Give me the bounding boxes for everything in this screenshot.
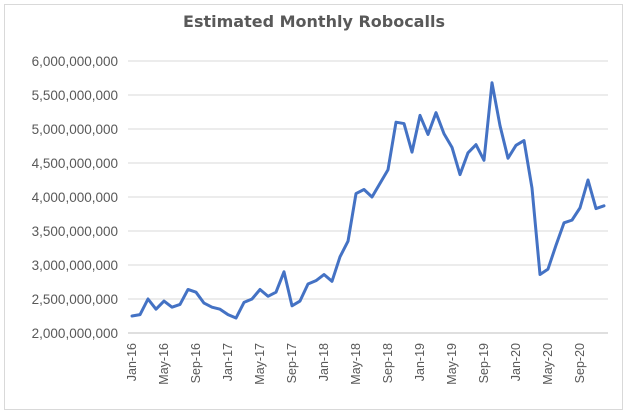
x-tick-label: Jan-16 (125, 343, 139, 381)
x-tick-label: Sep-18 (381, 343, 395, 383)
data-point (563, 222, 565, 224)
x-tick-label: May-16 (157, 343, 171, 385)
data-point (147, 298, 149, 300)
gridlines (128, 60, 608, 300)
x-tick-label: Jan-19 (413, 343, 427, 381)
y-tick-label: 6,000,000,000 (32, 54, 118, 69)
data-point (603, 205, 605, 207)
y-tick-label: 2,000,000,000 (32, 326, 118, 341)
data-point (531, 187, 533, 189)
x-tick-label: Sep-20 (573, 343, 587, 383)
data-point (187, 288, 189, 291)
data-point (499, 125, 501, 127)
data-point (291, 305, 293, 307)
x-tick-label: Jan-18 (317, 343, 331, 381)
x-tick-label: May-18 (349, 343, 363, 385)
data-point (355, 193, 357, 195)
data-point (139, 314, 141, 316)
data-point (283, 271, 285, 273)
x-axis-tick-labels: Jan-16 May-16 Sep-16 Jan-17 May-17 Sep-17 Jan-… (125, 343, 587, 385)
data-point (571, 219, 573, 221)
data-point (467, 152, 469, 154)
data-point (427, 133, 429, 136)
data-point (235, 317, 237, 319)
data-point (195, 291, 197, 293)
data-point (251, 298, 253, 300)
data-point (459, 173, 461, 176)
data-point (515, 144, 517, 146)
data-point (339, 256, 341, 258)
data-point (363, 188, 365, 191)
data-point (371, 196, 373, 198)
data-point (523, 139, 525, 142)
data-point (507, 157, 509, 159)
data-point (387, 169, 389, 171)
x-tick-label: May-19 (445, 343, 459, 385)
y-tick-label: 4,500,000,000 (32, 156, 118, 171)
y-tick-label: 4,000,000,000 (32, 190, 118, 205)
data-point (451, 146, 453, 148)
chart-title: Estimated Monthly Robocalls (183, 12, 445, 31)
data-point (419, 114, 421, 116)
data-point (243, 301, 245, 303)
data-point (171, 306, 173, 308)
data-point (299, 300, 301, 302)
data-point (539, 273, 541, 276)
y-tick-label: 5,000,000,000 (32, 122, 118, 137)
data-point (219, 308, 221, 310)
data-point (179, 303, 181, 306)
x-tick-label: Jan-20 (509, 343, 523, 381)
data-point (131, 315, 133, 317)
x-tick-label: Jan-17 (221, 343, 235, 381)
data-point (483, 159, 485, 161)
data-point (163, 300, 165, 302)
data-point (275, 291, 277, 293)
data-point (587, 179, 589, 181)
y-axis-tick-labels: 2,000,000,000 2,500,000,000 3,000,000,000 3… (32, 54, 118, 341)
x-tick-label: Sep-17 (285, 343, 299, 383)
data-point (227, 314, 229, 316)
data-point (435, 112, 437, 114)
data-point (155, 308, 157, 310)
data-point (403, 122, 405, 125)
data-point (579, 207, 581, 209)
data-point (411, 151, 413, 153)
data-point (555, 244, 557, 246)
y-tick-label: 5,500,000,000 (32, 88, 118, 103)
x-tick-label: Sep-16 (189, 343, 203, 383)
data-point (475, 144, 477, 146)
data-point (323, 273, 325, 276)
data-point (259, 288, 261, 291)
data-point (347, 240, 349, 242)
data-point (267, 295, 269, 297)
data-point (331, 280, 333, 282)
data-point (547, 268, 549, 270)
chart-frame (4, 4, 623, 410)
data-point (203, 302, 205, 304)
data-point (315, 280, 317, 282)
data-point (307, 283, 309, 285)
x-tick-label: May-17 (253, 343, 267, 385)
data-point (491, 82, 493, 84)
data-point (395, 121, 397, 123)
data-point (443, 133, 445, 135)
y-tick-label: 3,500,000,000 (32, 224, 118, 239)
data-point (211, 306, 213, 308)
y-tick-label: 2,500,000,000 (32, 292, 118, 307)
series-line (130, 81, 606, 320)
x-tick-label: Sep-19 (477, 343, 491, 383)
x-tick-label: May-20 (541, 343, 555, 385)
data-point (379, 182, 381, 184)
y-tick-label: 3,000,000,000 (32, 258, 118, 273)
data-point (595, 207, 597, 210)
series-layer (130, 81, 606, 320)
